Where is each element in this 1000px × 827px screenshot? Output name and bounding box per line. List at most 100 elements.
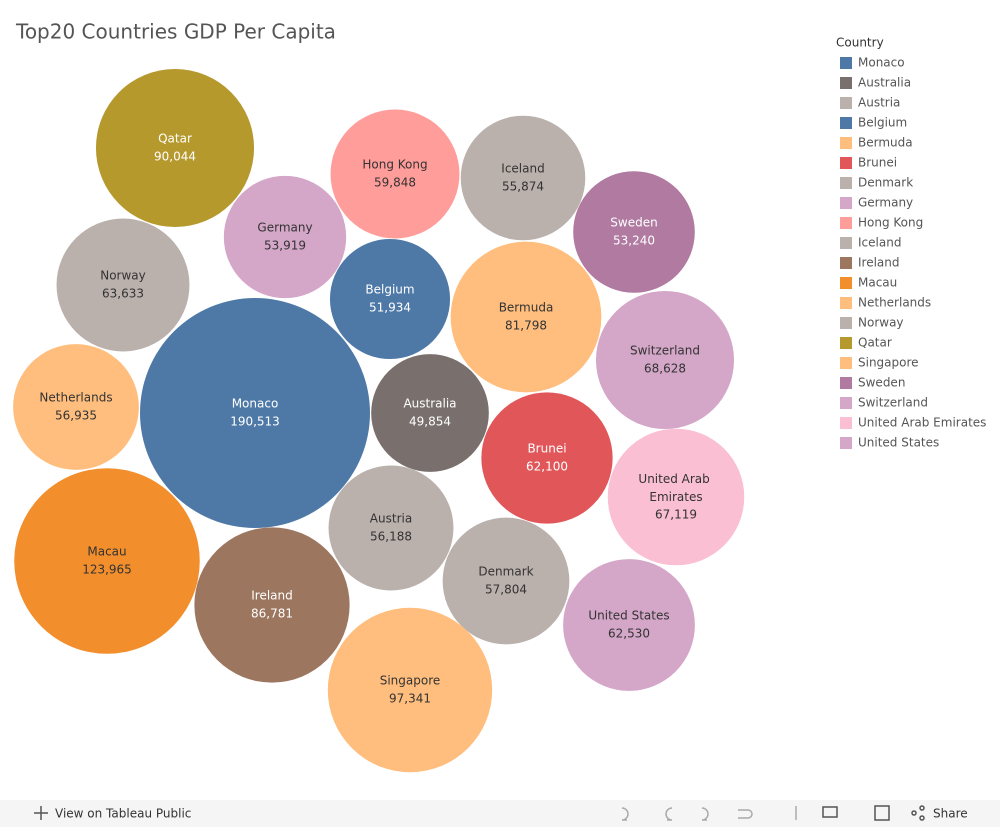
- bubble: [56, 218, 190, 352]
- legend-label: Qatar: [858, 336, 892, 350]
- legend-swatch: [840, 437, 852, 449]
- tableau-icon: [34, 806, 48, 820]
- share-button[interactable]: Share: [933, 807, 968, 821]
- legend-swatch: [840, 357, 852, 369]
- bubble-value-label: 51,934: [369, 301, 411, 315]
- bubble-value-label: 81,798: [505, 319, 547, 333]
- bubble: [607, 428, 745, 566]
- legend-swatch: [840, 337, 852, 349]
- bubble-label: Ireland: [251, 589, 293, 603]
- bubble: [140, 298, 370, 528]
- legend-swatch: [840, 157, 852, 169]
- legend-label: Austria: [858, 96, 900, 110]
- legend-swatch: [840, 97, 852, 109]
- toolbar: [0, 800, 1000, 827]
- bubble-label: Singapore: [380, 674, 441, 688]
- legend-label: Denmark: [858, 176, 913, 190]
- view-link[interactable]: View on Tableau Public: [55, 807, 191, 821]
- legend-label: Norway: [858, 316, 904, 330]
- bubble-value-label: 90,044: [154, 150, 196, 164]
- legend-label: Singapore: [858, 356, 919, 370]
- bubble-label: Switzerland: [630, 344, 700, 358]
- bubble-value-label: 56,935: [55, 409, 97, 423]
- bubble-value-label: 86,781: [251, 607, 293, 621]
- bubble: [442, 517, 570, 645]
- bubble: [13, 344, 139, 470]
- bubble-value-label: 190,513: [230, 415, 280, 429]
- bubble-value-label: 59,848: [374, 176, 416, 190]
- bubble-label: Brunei: [527, 442, 566, 456]
- bubble: [595, 290, 735, 430]
- legend-swatch: [840, 217, 852, 229]
- bubble: [14, 468, 200, 654]
- legend-swatch: [840, 317, 852, 329]
- legend-swatch: [840, 417, 852, 429]
- legend-swatch: [840, 377, 852, 389]
- legend-swatch: [840, 137, 852, 149]
- legend-label: Brunei: [858, 156, 897, 170]
- legend-swatch: [840, 237, 852, 249]
- legend-label: Belgium: [858, 116, 907, 130]
- bubble-label: Australia: [403, 397, 456, 411]
- bubble: [328, 465, 454, 591]
- legend-label: Australia: [858, 76, 911, 90]
- legend-title: Country: [836, 36, 884, 50]
- bubble-value-label: 55,874: [502, 180, 544, 194]
- bubble-value-label: 49,854: [409, 415, 451, 429]
- bubble-label: Macau: [87, 545, 126, 559]
- legend-label: Netherlands: [858, 296, 931, 310]
- bubble-label: Hong Kong: [362, 158, 427, 172]
- bubble-value-label: 56,188: [370, 530, 412, 544]
- legend-label: Sweden: [858, 376, 905, 390]
- bubble: [327, 607, 493, 773]
- bubble: [330, 109, 460, 239]
- bubble-value-label: 123,965: [82, 563, 132, 577]
- bubble: [329, 238, 451, 360]
- bubble-label: Netherlands: [39, 391, 112, 405]
- legend-label: Germany: [858, 196, 913, 210]
- chart-title: Top20 Countries GDP Per Capita: [15, 20, 336, 44]
- legend-swatch: [840, 57, 852, 69]
- bubble-label: Austria: [370, 512, 412, 526]
- bubble-value-label: 62,100: [526, 460, 568, 474]
- bubble-value-label: 62,530: [608, 627, 650, 641]
- legend-label: Monaco: [858, 56, 905, 70]
- legend-swatch: [840, 397, 852, 409]
- legend-swatch: [840, 177, 852, 189]
- bubble-label: United Arab Emirates: [638, 472, 713, 504]
- bubble-value-label: 67,119: [655, 508, 697, 522]
- bubble-label: Germany: [257, 221, 312, 235]
- bubble-label: Denmark: [478, 565, 533, 579]
- bubble: [194, 527, 350, 683]
- bubble: [563, 559, 695, 691]
- toolbar-icons: [621, 805, 925, 821]
- legend-label: Hong Kong: [858, 216, 923, 230]
- legend-swatch: [840, 277, 852, 289]
- legend-label: Bermuda: [858, 136, 913, 150]
- bubble-value-label: 68,628: [644, 362, 686, 376]
- bubble-value-label: 53,240: [613, 234, 655, 248]
- bubble-value-label: 97,341: [389, 692, 431, 706]
- bubble: [371, 354, 489, 472]
- legend-label: Iceland: [858, 236, 901, 250]
- bubble-label: United States: [588, 609, 669, 623]
- bubble: [460, 115, 586, 241]
- bubble-label: Norway: [100, 269, 146, 283]
- bubble: [481, 392, 613, 524]
- legend-swatch: [840, 117, 852, 129]
- bubble-label: Iceland: [501, 162, 544, 176]
- bubble-value-label: 63,633: [102, 287, 144, 301]
- legend-swatch: [840, 297, 852, 309]
- bubble-label: Belgium: [365, 283, 414, 297]
- bubble-label: Monaco: [232, 397, 279, 411]
- bubble-label: Bermuda: [499, 301, 554, 315]
- legend-swatch: [840, 197, 852, 209]
- bubble: [450, 241, 602, 393]
- bubble-value-label: 53,919: [264, 239, 306, 253]
- bubble-value-label: 57,804: [485, 583, 527, 597]
- bubble: [95, 68, 255, 228]
- legend-label: Macau: [858, 276, 897, 290]
- legend-swatch: [840, 77, 852, 89]
- legend-label: United States: [858, 436, 939, 450]
